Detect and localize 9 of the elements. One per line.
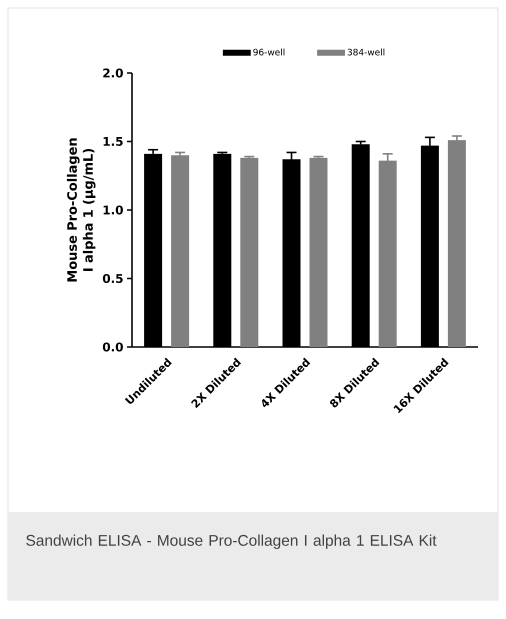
y-tick-label: 0.5 <box>102 274 123 284</box>
y-tick-label: 0.0 <box>102 342 123 352</box>
y-tick-label: 2.0 <box>103 68 123 78</box>
legend-label: 96-well <box>253 48 284 56</box>
text: Sandwich ELISA - Mouse Pro-Collagen I alpha 1 ELISA Kit <box>26 534 436 549</box>
y-tick-label: 1.0 <box>104 205 123 215</box>
legend-label: 384-well <box>348 48 384 56</box>
y-axis-title: Mouse Pro-Collagen I alpha 1 (µg/mL) <box>66 138 96 282</box>
y-tick-label: 1.5 <box>104 137 123 146</box>
